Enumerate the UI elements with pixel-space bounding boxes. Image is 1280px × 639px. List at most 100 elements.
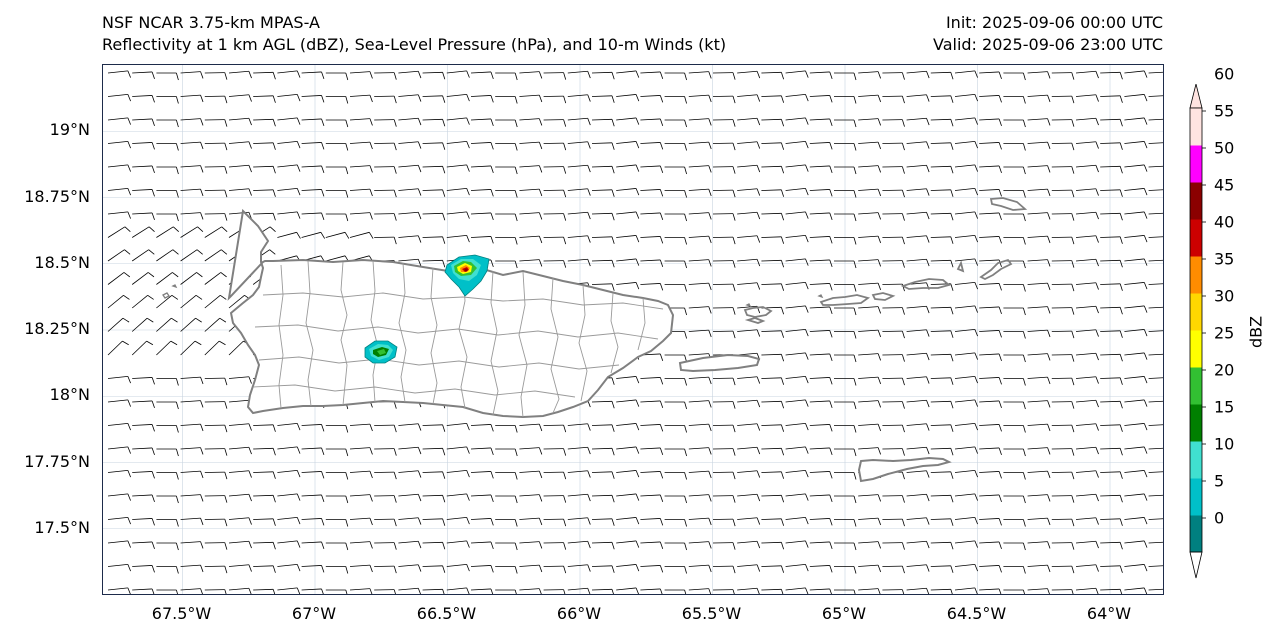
wind-barb xyxy=(204,542,228,550)
wind-barb xyxy=(253,447,276,456)
wind-barb xyxy=(156,226,180,238)
wind-barb xyxy=(446,164,470,172)
wind-barb xyxy=(1100,212,1123,221)
wind-barb xyxy=(616,446,640,454)
wind-barb xyxy=(882,213,905,221)
wind-barb xyxy=(979,518,1002,526)
wind-barb xyxy=(567,587,591,594)
wind-barb xyxy=(156,119,179,128)
colorbar-tick-label: 5 xyxy=(1214,471,1225,491)
colorbar-segment xyxy=(1190,441,1202,479)
wind-barb xyxy=(543,189,567,198)
wind-barb xyxy=(204,72,228,80)
wind-barb xyxy=(979,330,1002,338)
wind-barb xyxy=(253,565,276,573)
wind-barb xyxy=(979,236,1002,244)
latitude-label: 17.5°N xyxy=(34,517,90,537)
wind-barb xyxy=(1051,283,1075,292)
wind-barb xyxy=(470,165,494,173)
wind-barb xyxy=(204,424,228,433)
wind-barb xyxy=(688,517,712,526)
wind-barb xyxy=(1027,165,1051,173)
wind-barb xyxy=(495,190,518,198)
wind-barb xyxy=(712,260,736,268)
wind-barb xyxy=(640,565,664,573)
wind-barb xyxy=(543,236,567,245)
wind-barb xyxy=(882,260,905,268)
wind-barb xyxy=(785,70,809,78)
wind-barb xyxy=(1003,237,1026,245)
wind-barb xyxy=(664,566,687,574)
wind-barb xyxy=(1100,236,1123,244)
wind-barb xyxy=(156,589,178,594)
wind-barb xyxy=(107,446,131,454)
wind-barb xyxy=(131,295,154,309)
wind-barb xyxy=(640,424,664,432)
wind-barb xyxy=(1148,165,1163,168)
wind-barb xyxy=(737,493,761,502)
wind-barb xyxy=(374,565,397,574)
wind-barb xyxy=(761,377,785,385)
wind-barb xyxy=(422,565,446,573)
wind-barb xyxy=(1075,235,1099,243)
wind-barb xyxy=(301,588,325,594)
wind-barb xyxy=(664,472,687,480)
wind-barb xyxy=(132,494,155,502)
cays-east xyxy=(745,294,824,308)
wind-barb xyxy=(1100,306,1123,315)
wind-barb xyxy=(301,212,325,220)
puerto-rico-coast xyxy=(227,208,675,419)
wind-barb xyxy=(374,424,397,433)
wind-barb xyxy=(1100,95,1123,103)
wind-barb xyxy=(495,260,518,269)
wind-barb xyxy=(906,164,930,173)
wind-barb xyxy=(1124,211,1148,219)
wind-barb xyxy=(301,565,325,573)
wind-barb xyxy=(301,165,325,173)
wind-barb xyxy=(954,141,978,149)
wind-barb xyxy=(761,142,785,150)
wind-barb xyxy=(543,542,567,550)
wind-barb xyxy=(785,470,809,478)
wind-barb xyxy=(1027,118,1051,126)
wind-barb xyxy=(156,96,179,104)
wind-barb xyxy=(882,189,905,198)
wind-barb xyxy=(712,518,736,527)
wind-barb xyxy=(1124,423,1148,431)
wind-barb xyxy=(180,564,204,573)
wind-barb xyxy=(664,401,687,410)
wind-barb xyxy=(737,235,761,243)
wind-barb xyxy=(398,587,422,594)
wind-barb xyxy=(1124,117,1148,125)
wind-barb xyxy=(422,142,446,150)
wind-barb xyxy=(664,190,687,198)
wind-barb xyxy=(495,96,518,104)
wind-barb xyxy=(809,541,833,549)
model-title: NSF NCAR 3.75-km MPAS-A xyxy=(102,13,320,32)
wind-barb xyxy=(712,495,736,503)
wind-barb xyxy=(664,166,687,175)
wind-barb xyxy=(834,378,857,386)
wind-barb xyxy=(253,518,276,526)
wind-barb xyxy=(470,518,494,526)
latitude-label: 18.75°N xyxy=(24,186,90,206)
wind-barb xyxy=(979,283,1002,291)
wind-barb xyxy=(1075,70,1099,79)
wind-barb xyxy=(882,283,905,292)
wind-barb xyxy=(301,71,325,79)
wind-barb xyxy=(1124,141,1148,149)
wind-barb xyxy=(519,470,543,479)
wind-barb xyxy=(834,331,857,339)
wind-barb xyxy=(325,519,349,527)
wind-barb xyxy=(906,470,930,478)
longitude-label: 65.5°W xyxy=(681,604,742,623)
wind-barb xyxy=(1148,588,1163,591)
wind-barb xyxy=(712,283,736,292)
wind-barb xyxy=(132,447,155,455)
wind-barb xyxy=(180,494,204,502)
wind-barb xyxy=(1027,212,1051,220)
wind-barb xyxy=(398,117,422,126)
wind-barb xyxy=(954,540,978,548)
wind-barb xyxy=(567,117,591,126)
wind-barb xyxy=(470,565,494,573)
